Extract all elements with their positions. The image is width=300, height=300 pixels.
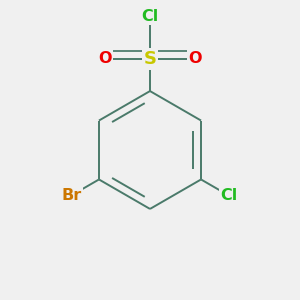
Text: O: O: [99, 51, 112, 66]
Text: O: O: [188, 51, 201, 66]
Text: Br: Br: [61, 188, 81, 203]
Text: S: S: [143, 50, 157, 68]
Text: Cl: Cl: [141, 9, 159, 24]
Text: Cl: Cl: [220, 188, 238, 203]
